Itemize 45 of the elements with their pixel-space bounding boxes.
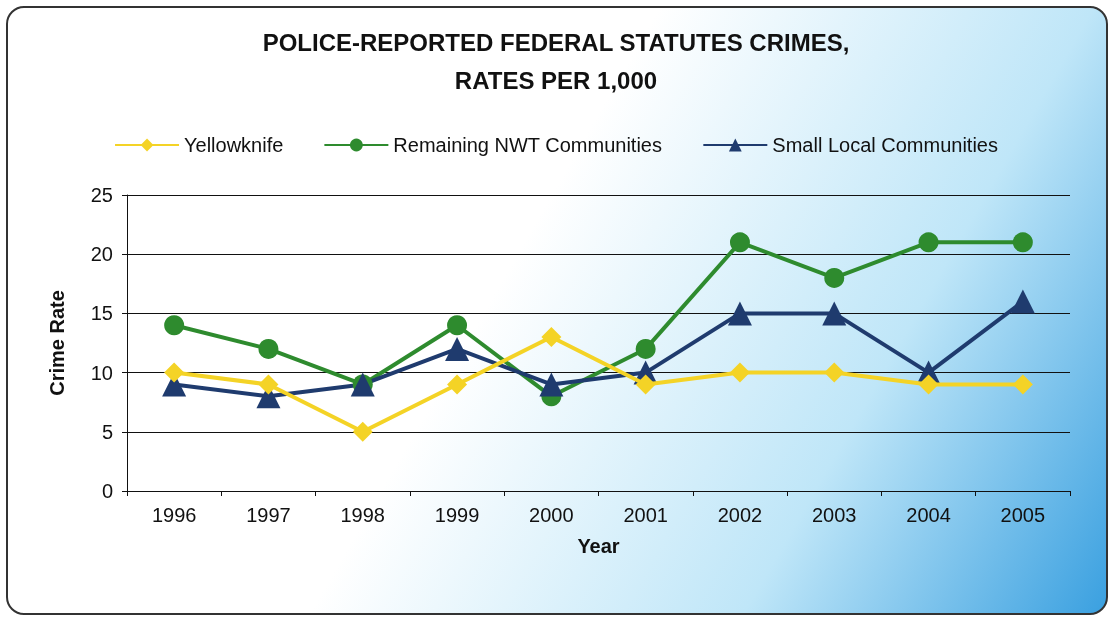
point xyxy=(1012,374,1033,395)
point xyxy=(918,232,939,253)
point xyxy=(258,338,279,359)
x-tick-label: 2004 xyxy=(906,504,951,526)
x-tick-label: 2003 xyxy=(812,504,857,526)
x-tick-label: 2000 xyxy=(529,504,574,526)
x-tick-label: 1997 xyxy=(246,504,291,526)
legend-label: Remaining NWT Communities xyxy=(393,134,662,156)
x-tick-label: 2005 xyxy=(1000,504,1046,526)
x-tick-label: 1999 xyxy=(434,504,480,526)
x-tick-label: 2001 xyxy=(623,504,668,526)
y-tick-label: 25 xyxy=(90,184,113,206)
point xyxy=(635,338,656,359)
point xyxy=(729,232,750,253)
x-tick-label: 2002 xyxy=(717,504,763,526)
point xyxy=(539,372,564,397)
point xyxy=(822,301,847,326)
point xyxy=(729,362,750,383)
point xyxy=(445,336,470,361)
point xyxy=(541,327,562,348)
y-tick-label: 5 xyxy=(101,420,113,443)
legend-label: Yellowknife xyxy=(184,134,284,156)
point xyxy=(727,301,752,326)
x-tick-label: 1998 xyxy=(340,504,385,526)
chart-title: POLICE-REPORTED FEDERAL STATUTES CRIMES, RATES PER 1,000 xyxy=(262,28,850,94)
y-axis-title: Crime Rate xyxy=(46,290,68,396)
x-tick-label: 1996 xyxy=(151,504,197,526)
point xyxy=(352,421,373,442)
point xyxy=(258,374,279,395)
point xyxy=(164,362,185,383)
y-tick-label: 0 xyxy=(101,480,113,502)
point xyxy=(164,315,185,336)
point xyxy=(824,267,845,288)
point xyxy=(635,374,656,395)
x-axis-title: Year xyxy=(577,535,620,557)
y-tick-label: 10 xyxy=(90,361,113,384)
point xyxy=(918,374,939,395)
point xyxy=(447,374,468,395)
point xyxy=(1010,289,1035,314)
y-tick-label: 15 xyxy=(90,302,113,325)
legend-label: Small Local Communities xyxy=(772,134,998,156)
point xyxy=(1012,232,1033,253)
y-tick-label: 20 xyxy=(90,243,113,266)
point xyxy=(447,315,468,336)
point xyxy=(824,362,845,383)
